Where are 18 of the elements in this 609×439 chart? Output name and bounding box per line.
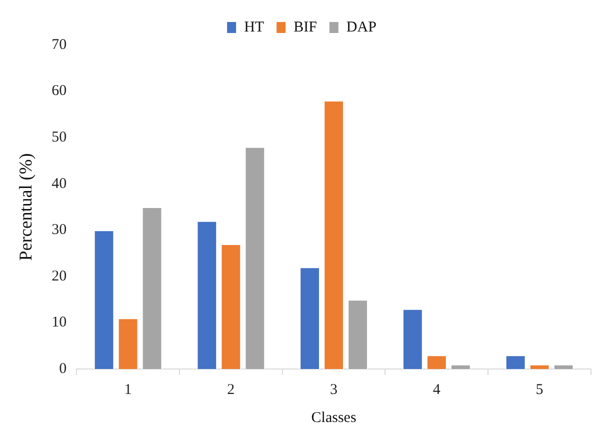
y-tick-label: 70 — [52, 36, 67, 53]
x-axis-title: Classes — [311, 410, 356, 426]
x-tick-label: 1 — [124, 382, 132, 398]
y-tick-label: 40 — [52, 176, 67, 192]
y-tick-label: 0 — [59, 360, 67, 377]
y-tick-label: 50 — [52, 130, 67, 146]
y-tick-label: 20 — [52, 268, 67, 284]
y-tick-label: 60 — [52, 83, 67, 100]
x-tick-label: 3 — [330, 382, 338, 398]
x-tick-label: 2 — [227, 382, 235, 398]
legend-label: DAP — [346, 19, 376, 36]
legend-label: HT — [244, 19, 264, 36]
legend-label: BIF — [294, 19, 317, 36]
y-tick-label: 10 — [52, 314, 67, 331]
y-tick-label: 30 — [52, 222, 67, 238]
y-axis-title: Percentual (%) — [16, 153, 36, 261]
x-tick-label: 4 — [432, 382, 441, 398]
x-tick-label: 5 — [536, 382, 544, 398]
